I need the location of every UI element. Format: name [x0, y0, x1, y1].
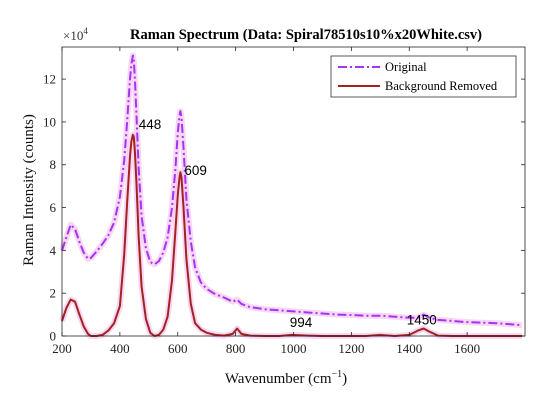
series-line-original — [61, 54, 523, 327]
x-axis-title-close: ) — [342, 371, 347, 387]
x-axis-title: Wavenumber (cm−1) — [225, 369, 347, 387]
y-axis-title: Raman Intensity (counts) — [21, 114, 37, 266]
y-tick-label: 6 — [50, 200, 57, 215]
y-tick-label: 0 — [50, 329, 57, 344]
x-tick-label: 1000 — [281, 341, 307, 356]
peak-label-448: 448 — [139, 117, 162, 132]
peak-label-994: 994 — [290, 315, 313, 330]
x-tick-label: 200 — [52, 341, 72, 356]
x-axis-title-superscript: −1 — [332, 369, 343, 380]
y-axis-exponent-power: 4 — [83, 26, 88, 36]
legend: Original Background Removed — [330, 55, 517, 98]
peak-label-609: 609 — [184, 163, 207, 178]
y-axis-exponent: ×104 — [63, 26, 88, 43]
legend-label-background-removed: Background Removed — [385, 79, 498, 93]
y-tick-label: 12 — [43, 72, 56, 87]
y-tick-label: 8 — [50, 157, 57, 172]
plot-area: 200 400 600 800 1000 1200 1400 1600 0 2 4 6 8 10 12 448… — [43, 46, 526, 356]
y-tick-label: 10 — [43, 114, 56, 129]
legend-label-original: Original — [385, 60, 427, 74]
x-axis-title-text: Wavenumber (cm — [225, 371, 332, 387]
x-tick-label: 400 — [110, 341, 130, 356]
y-tick-label: 4 — [50, 243, 57, 258]
y-axis-exponent-prefix: ×10 — [63, 28, 83, 43]
x-tick-label: 1400 — [396, 341, 422, 356]
chart-title: Raman Spectrum (Data: Spiral78510s10%x20… — [130, 27, 482, 43]
peak-label-1450: 1450 — [407, 313, 437, 328]
x-tick-label: 600 — [168, 341, 188, 356]
x-tick-label: 800 — [226, 341, 246, 356]
x-tick-label: 1200 — [338, 341, 364, 356]
y-tick-label: 2 — [50, 286, 57, 301]
legend-box — [330, 55, 517, 98]
x-tick-label: 1600 — [454, 341, 480, 356]
